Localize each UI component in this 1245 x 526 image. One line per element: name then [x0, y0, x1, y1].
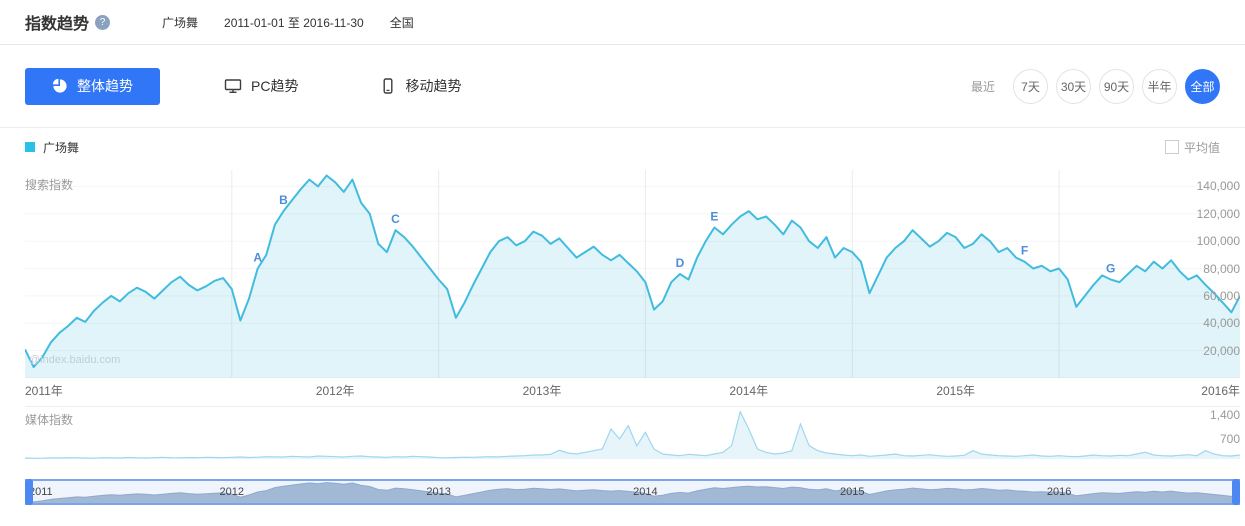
tab-label-overall: 整体趋势	[77, 78, 133, 94]
average-checkbox[interactable]	[1164, 140, 1179, 154]
search-y-tick: 100,000	[1196, 234, 1240, 249]
search-y-tick: 60,000	[1203, 288, 1240, 303]
annotation-D[interactable]: D	[676, 256, 685, 270]
media-y-tick: 700	[1219, 431, 1240, 446]
page-title: 指数趋势	[25, 16, 90, 33]
brush-selection[interactable]	[25, 481, 1240, 503]
search-x-tick: 2012年	[315, 384, 355, 398]
series-color-swatch	[25, 142, 35, 152]
period-all-button[interactable]: 全部	[1185, 68, 1220, 104]
header-bar: 指数趋势 ? 广场舞 2011-01-01 至 2016-11-30 全国	[0, 0, 1245, 45]
brush-year-label: 2016	[1046, 486, 1072, 498]
brush-handle-right[interactable]	[1232, 479, 1240, 505]
search-y-tick: 80,000	[1203, 261, 1240, 276]
average-toggle[interactable]: 平均值	[1164, 139, 1220, 156]
mobile-icon	[380, 78, 396, 94]
brush-year-label: 2015	[840, 486, 865, 498]
media-index-plot[interactable]	[25, 407, 1240, 461]
tab-overall-trend[interactable]: 整体趋势	[25, 67, 160, 105]
period-half-year-button[interactable]: 半年	[1142, 68, 1177, 104]
brush-year-label: 2014	[633, 486, 658, 498]
help-icon[interactable]: ?	[95, 14, 111, 30]
search-x-tick: 2013年	[522, 384, 562, 398]
search-index-chart[interactable]: 搜索指数 A B C D E F G @index.baidu.com 20,000 40,0…	[25, 166, 1240, 378]
annotation-B[interactable]: B	[279, 193, 288, 207]
period-7d-button[interactable]: 7天	[1013, 68, 1048, 104]
recent-label: 最近	[970, 79, 995, 94]
average-label: 平均值	[1183, 140, 1220, 155]
period-30d-button[interactable]: 30天	[1056, 68, 1091, 104]
region-label: 全国	[389, 15, 414, 30]
tab-label-pc: PC趋势	[251, 78, 299, 94]
brush-year-label: 2011	[29, 486, 53, 498]
tab-mobile-trend[interactable]: 移动趋势	[362, 68, 479, 105]
media-y-tick: 1,400	[1209, 408, 1240, 423]
monitor-icon	[224, 78, 242, 94]
period-filters: 最近 7天 30天 90天 半年 全部	[970, 68, 1220, 104]
legend-row: 广场舞 平均值	[0, 128, 1245, 166]
brush-year-label: 2013	[426, 486, 451, 498]
search-keyword: 广场舞	[162, 15, 199, 30]
search-x-tick: 2016年	[1201, 384, 1240, 398]
pie-chart-icon	[52, 78, 68, 94]
search-y-tick: 20,000	[1203, 343, 1240, 358]
search-index-plot[interactable]: A B C D E F G	[25, 166, 1240, 378]
annotation-A[interactable]: A	[253, 251, 262, 265]
period-90d-button[interactable]: 90天	[1099, 68, 1134, 104]
tab-pc-trend[interactable]: PC趋势	[206, 68, 316, 105]
search-y-tick: 120,000	[1196, 206, 1240, 221]
brush-year-label: 2012	[219, 486, 245, 498]
timeline-brush[interactable]: 2011 2012 2013 2014 2015 2016	[25, 479, 1240, 505]
legend-series-label: 广场舞	[43, 140, 80, 155]
search-y-tick: 40,000	[1203, 316, 1240, 331]
brush-handle-left[interactable]	[25, 479, 33, 505]
tab-bar: 整体趋势 PC趋势 移动趋势 最近 7天 30天 90天 半年 全部	[0, 45, 1245, 128]
date-range: 2011-01-01 至 2016-11-30	[224, 15, 364, 30]
media-index-chart[interactable]: 媒体指数 700 1,400	[25, 406, 1240, 465]
tab-label-mobile: 移动趋势	[405, 78, 462, 94]
annotation-C[interactable]: C	[391, 212, 400, 226]
annotation-F[interactable]: F	[1021, 244, 1028, 258]
brush-minimap	[25, 482, 1240, 503]
search-x-tick: 2011年	[25, 384, 63, 398]
search-index-title: 搜索指数	[25, 178, 74, 192]
search-x-tick: 2015年	[936, 384, 976, 398]
watermark: @index.baidu.com	[29, 354, 121, 366]
media-index-title: 媒体指数	[25, 413, 74, 427]
search-y-tick: 140,000	[1196, 179, 1240, 194]
search-x-tick: 2014年	[729, 384, 769, 398]
annotation-E[interactable]: E	[710, 210, 718, 224]
annotation-G[interactable]: G	[1106, 262, 1115, 276]
search-x-axis: 2011年 2012年 2013年 2014年 2015年 2016年	[25, 378, 1240, 402]
